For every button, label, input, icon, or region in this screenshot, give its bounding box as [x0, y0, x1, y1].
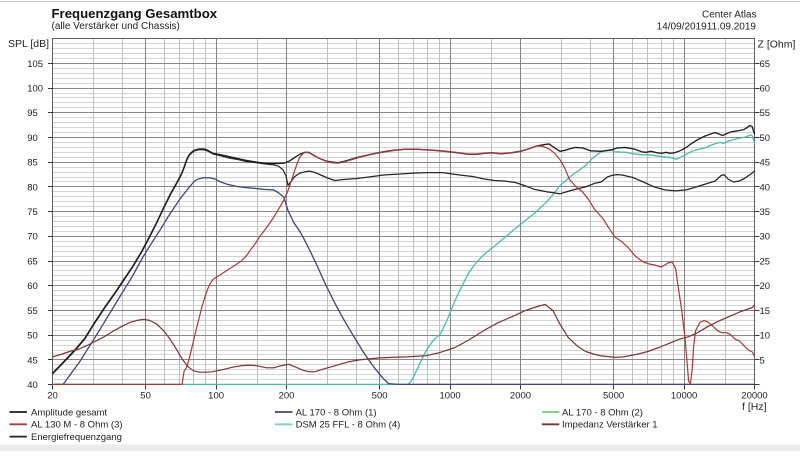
svg-text:Frequenzgang Gesamtbox: Frequenzgang Gesamtbox	[52, 6, 218, 21]
svg-text:20: 20	[760, 281, 771, 292]
svg-text:90: 90	[27, 133, 38, 144]
svg-text:1000: 1000	[440, 391, 461, 402]
svg-text:SPL [dB]: SPL [dB]	[8, 38, 49, 50]
svg-text:65: 65	[27, 256, 38, 267]
svg-text:100: 100	[27, 84, 43, 95]
svg-text:60: 60	[760, 84, 771, 95]
svg-text:55: 55	[760, 108, 771, 119]
svg-text:f [Hz]: f [Hz]	[742, 401, 767, 413]
svg-text:500: 500	[372, 391, 388, 402]
svg-text:95: 95	[27, 108, 38, 119]
svg-text:Z [Ohm]: Z [Ohm]	[758, 39, 796, 51]
svg-text:15: 15	[760, 306, 771, 317]
svg-text:200: 200	[279, 391, 295, 402]
svg-text:5000: 5000	[603, 391, 624, 402]
svg-text:40: 40	[27, 380, 38, 391]
svg-text:85: 85	[27, 158, 38, 169]
svg-text:Energiefrequenzgang: Energiefrequenzgang	[31, 432, 122, 443]
svg-text:Amplitude gesamt: Amplitude gesamt	[31, 407, 107, 418]
svg-text:35: 35	[760, 207, 771, 218]
svg-text:10000: 10000	[671, 391, 697, 402]
svg-text:55: 55	[27, 306, 38, 317]
svg-text:2000: 2000	[510, 391, 531, 402]
svg-text:AL 170 - 8 Ohm (1): AL 170 - 8 Ohm (1)	[296, 407, 377, 418]
svg-text:45: 45	[27, 355, 38, 366]
svg-text:20000: 20000	[741, 391, 767, 402]
svg-text:60: 60	[27, 281, 38, 292]
svg-text:75: 75	[27, 207, 38, 218]
svg-text:5: 5	[760, 355, 765, 366]
svg-text:105: 105	[27, 59, 43, 70]
svg-text:14/09/201911.09.2019: 14/09/201911.09.2019	[657, 22, 757, 33]
svg-text:50: 50	[27, 331, 38, 342]
svg-text:40: 40	[760, 182, 771, 193]
svg-text:70: 70	[27, 232, 38, 243]
svg-text:65: 65	[760, 59, 771, 70]
svg-text:50: 50	[140, 391, 151, 402]
svg-text:80: 80	[27, 182, 38, 193]
svg-text:20: 20	[47, 391, 58, 402]
svg-text:DSM 25 FFL - 8 Ohm (4): DSM 25 FFL - 8 Ohm (4)	[296, 420, 401, 431]
svg-text:25: 25	[760, 256, 771, 267]
svg-text:30: 30	[760, 232, 771, 243]
svg-text:10: 10	[760, 331, 771, 342]
svg-text:Impedanz Verstärker 1: Impedanz Verstärker 1	[562, 420, 658, 431]
svg-text:AL 170 - 8 Ohm (2): AL 170 - 8 Ohm (2)	[562, 407, 643, 418]
svg-text:(alle Verstärker und Chassis): (alle Verstärker und Chassis)	[52, 21, 180, 32]
svg-text:Center Atlas: Center Atlas	[702, 10, 756, 21]
svg-text:50: 50	[760, 133, 771, 144]
svg-text:100: 100	[208, 391, 224, 402]
svg-text:45: 45	[760, 158, 771, 169]
svg-text:AL 130 M - 8 Ohm (3): AL 130 M - 8 Ohm (3)	[31, 420, 123, 431]
